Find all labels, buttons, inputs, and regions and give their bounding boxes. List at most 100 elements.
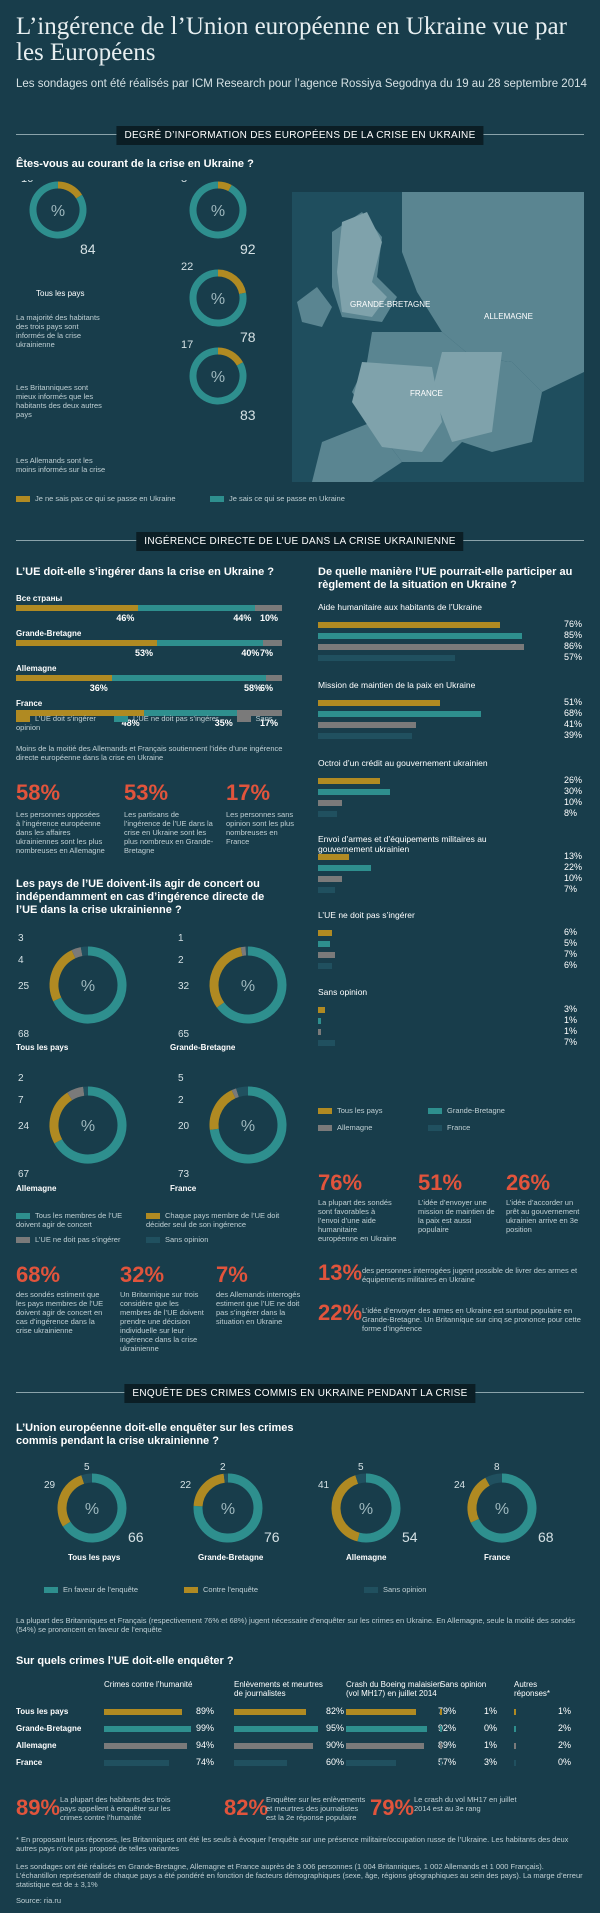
concert-donut-slice <box>209 1090 236 1130</box>
bar <box>318 854 350 860</box>
section-title-ingerence: INGÉRENCE DIRECTE DE L’UE DANS LA CRISE … <box>136 532 464 551</box>
legend-item: Allemagne <box>318 1123 418 1132</box>
donut-group-concert: % 3 4 25 68% 1 2 32 65% 2 7 24 67% 5 2 20 73 <box>18 933 287 1180</box>
legend-no-label: Je ne sais pas ce qui se passe en Ukrain… <box>35 494 176 503</box>
table-value: 0% <box>558 1757 572 1767</box>
table-value: 89% <box>438 1740 457 1750</box>
table-value: 60% <box>326 1757 345 1767</box>
legend-label: Allemagne <box>337 1123 373 1132</box>
bar <box>318 644 525 650</box>
enquete-donut-slice <box>193 1473 263 1543</box>
stat-number: 82% <box>224 1795 269 1820</box>
bar <box>318 963 333 969</box>
data-label: 67 <box>18 1169 30 1180</box>
informed-donut-slice <box>217 347 243 366</box>
donut-label: Tous les pays <box>68 1553 121 1562</box>
table-bar <box>514 1726 516 1732</box>
table-bar <box>104 1726 192 1732</box>
data-label: 54 <box>402 1529 418 1545</box>
note-enquete: La plupart des Britanniques et Français … <box>16 1616 576 1634</box>
legend-swatch-teal <box>210 496 224 503</box>
legend-yes: Je sais ce qui se passe en Ukraine <box>210 494 345 503</box>
enquete-donut-slice <box>467 1477 490 1523</box>
donut-label: Allemagne <box>346 1553 387 1562</box>
legend-item: Tous les pays <box>318 1106 418 1115</box>
donut-label: France <box>170 1184 197 1193</box>
bar-value: 39% <box>564 730 583 740</box>
stat-number: 58% <box>16 780 61 805</box>
informed-donut-slice <box>189 269 247 327</box>
table-bar <box>514 1709 516 1715</box>
methodology: Les sondages ont été réalisés en Grande-… <box>16 1862 583 1889</box>
legend-label: Sans opinion <box>165 1235 209 1244</box>
row-label: Grande-Bretagne <box>16 629 82 638</box>
data-label: 8 <box>494 1462 500 1473</box>
bar-value: 68% <box>564 708 583 718</box>
enquete-donut-slice <box>81 1473 93 1484</box>
note-ingerence: Moins de la moitié des Allemands et Fran… <box>16 744 283 762</box>
section-title-enquete: ENQUÊTE DES CRIMES COMMIS EN UKRAINE PEN… <box>124 1384 476 1403</box>
bar-value: 58% <box>244 683 263 693</box>
enquete-donut-slice <box>193 1473 226 1507</box>
table-header: Crash du Boeing malaisien (vol MH17) en … <box>346 1680 442 1698</box>
data-label: 24 <box>18 1121 30 1132</box>
legend-swatch-gold <box>16 496 30 503</box>
legend-label: Tous les membres de l’UE doivent agir de… <box>16 1211 123 1229</box>
donut-group-informed: % 16 84% 8 92% 22 78% 17 83 <box>21 180 256 423</box>
data-label: 16 <box>21 180 33 185</box>
table-value: 89% <box>196 1706 215 1716</box>
bar <box>318 778 381 784</box>
bar <box>318 1040 335 1046</box>
row-label: Все страны <box>16 594 63 603</box>
data-label: 8 <box>181 180 187 185</box>
table-bar <box>104 1709 183 1715</box>
question-concert: Les pays de l’UE doivent-ils agir de con… <box>16 878 265 916</box>
note-german: Les Allemands sont les moins informés su… <box>16 456 106 474</box>
bar <box>318 800 342 806</box>
stat-number: 53% <box>124 780 169 805</box>
bar-segment <box>16 640 157 646</box>
data-label: 2 <box>178 955 184 966</box>
bar-value: 10% <box>564 797 583 807</box>
bar-value: 17% <box>260 718 279 728</box>
bar-value: 10% <box>564 873 583 883</box>
legend-item: L’UE ne doit pas s’ingérer <box>16 1235 136 1244</box>
table-header: Enlèvements et meurtres de journalistes <box>234 1680 323 1698</box>
data-label: 73 <box>178 1169 190 1180</box>
bar <box>318 941 330 947</box>
bar-value: 6% <box>260 683 274 693</box>
bar-value: 51% <box>564 697 583 707</box>
bar-value: 3% <box>564 1004 578 1014</box>
bar-value: 36% <box>89 683 108 693</box>
legend-swatch-teal <box>44 1587 58 1594</box>
stat-text: L’idée d’envoyer des armes en Ukraine es… <box>362 1306 581 1333</box>
legend-swatch-gray <box>236 716 251 723</box>
bar <box>318 811 338 817</box>
stat-text: des Allemands interrogés estiment que l’… <box>216 1290 301 1326</box>
data-label: 29 <box>44 1480 56 1491</box>
stat-text: Les personnes opposées à l’ingérence eur… <box>16 810 105 855</box>
map-label-gb: GRANDE-BRETAGNE <box>350 300 431 309</box>
table-bar <box>346 1760 397 1766</box>
stat-text: L’idée d’envoyer une mission de maintien… <box>418 1198 495 1234</box>
legend-countries: Tous les pays Grande-Bretagne Allemagne … <box>318 1106 578 1132</box>
data-label: 5 <box>358 1462 364 1473</box>
bar-value: 40% <box>241 648 260 658</box>
bar <box>318 930 333 936</box>
bar-value: 13% <box>564 851 583 861</box>
legend-swatch-gray <box>16 1237 30 1244</box>
bar-value: 8% <box>564 808 578 818</box>
table-bar <box>346 1726 427 1732</box>
stat-text: des personnes interrogées jugent possibl… <box>362 1266 578 1284</box>
bar-value: 1% <box>564 1026 578 1036</box>
category-label: Aide humanitaire aux habitants de l’Ukra… <box>318 602 482 612</box>
question-ingerence: L’UE doit-elle s’ingérer dans la crise e… <box>16 566 274 578</box>
category-label: Mission de maintien de la paix en Ukrain… <box>318 680 476 690</box>
table-bar <box>346 1709 416 1715</box>
legend-swatch-gold <box>318 1108 332 1115</box>
table-value: 82% <box>326 1706 345 1716</box>
table-value: 1% <box>558 1706 572 1716</box>
percent-glyph: % <box>211 291 225 308</box>
data-label: 78 <box>240 329 256 345</box>
